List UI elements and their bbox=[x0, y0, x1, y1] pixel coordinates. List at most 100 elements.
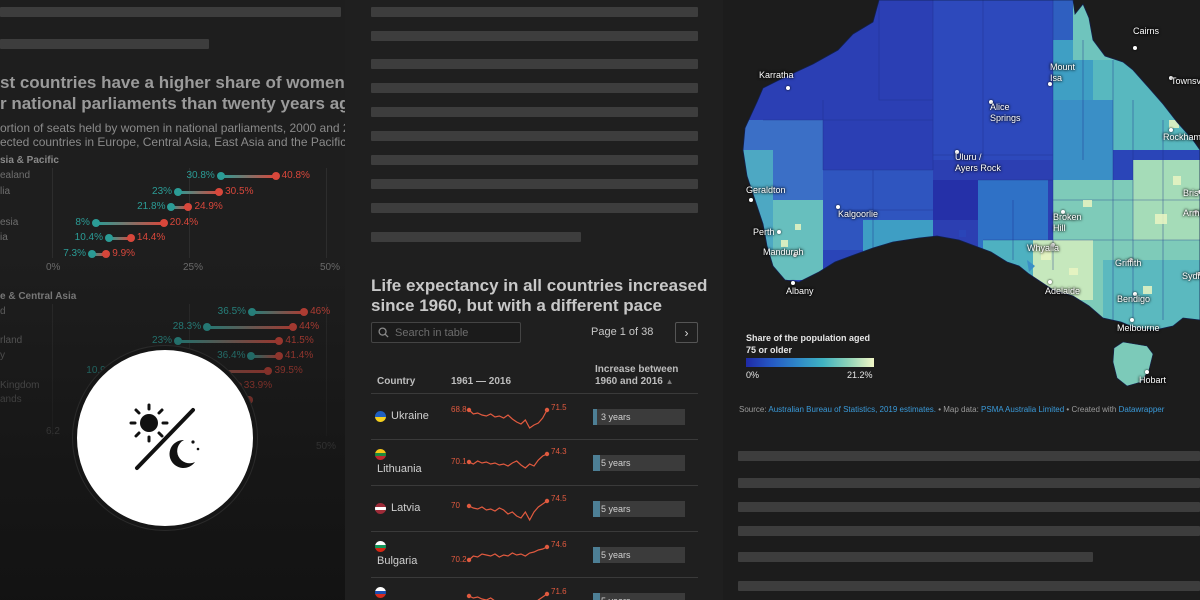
flag-stripe bbox=[375, 510, 386, 514]
country-name: Latvia bbox=[391, 502, 421, 514]
city-label: Uluru / Ayers Rock bbox=[955, 152, 1001, 173]
increase-value: 5 years bbox=[601, 550, 631, 560]
sparkline-end-dot bbox=[544, 591, 550, 597]
placeholder-text-line bbox=[738, 451, 1200, 461]
dot-2000 bbox=[216, 172, 225, 180]
dot-2020 bbox=[271, 172, 280, 180]
city-label: Rockhampton bbox=[1163, 132, 1200, 142]
dumbbell-bar bbox=[171, 206, 189, 209]
city-marker-icon bbox=[1133, 292, 1137, 296]
city-label: Geraldton bbox=[746, 185, 786, 195]
flag-stripe bbox=[375, 449, 386, 454]
city-label: Alice Springs bbox=[990, 102, 1021, 123]
table-row[interactable]: Ukraine 68.8 71.5 3 years bbox=[371, 394, 698, 440]
placeholder-text-line bbox=[371, 232, 581, 242]
city-marker-icon bbox=[793, 253, 797, 257]
placeholder-text-line bbox=[371, 59, 698, 69]
created-with-prefix: • Created with bbox=[1064, 405, 1119, 414]
datawrapper-link[interactable]: Datawrapper bbox=[1118, 405, 1165, 414]
city-label: Kalgoorlie bbox=[838, 209, 879, 219]
city-label: Mount Isa bbox=[1050, 62, 1076, 83]
row-divider bbox=[371, 485, 698, 486]
dark-mode-toggle-button[interactable] bbox=[73, 346, 257, 530]
chart-subtitle-line-1: ortion of seats held by women in nationa… bbox=[0, 121, 345, 135]
value-2000: 30.8% bbox=[186, 170, 215, 181]
city-marker-icon bbox=[1194, 210, 1198, 214]
city-marker-icon bbox=[836, 205, 840, 209]
value-2000: 23% bbox=[152, 185, 173, 197]
search-input[interactable] bbox=[395, 326, 515, 339]
city-marker-icon bbox=[1061, 210, 1065, 214]
column-header-increase-line-1: Increase between bbox=[595, 364, 679, 375]
increase-bar-fill bbox=[593, 409, 597, 425]
sparkline-end-dot bbox=[544, 544, 550, 550]
next-page-button[interactable]: › bbox=[675, 322, 698, 343]
chart-title-line-2: r national parliaments than twenty years… bbox=[0, 94, 345, 113]
value-2020: 24.9% bbox=[194, 201, 223, 212]
dumbbell-bar bbox=[95, 221, 164, 225]
sparkline-end-dot bbox=[544, 498, 550, 504]
value-2020: 20.4% bbox=[169, 216, 199, 228]
dot-2000 bbox=[91, 218, 100, 227]
increase-bar-track: 5 years bbox=[593, 455, 685, 471]
table-header-divider bbox=[371, 393, 698, 394]
flag-stripe bbox=[375, 506, 386, 511]
dumbbell-bar bbox=[220, 175, 276, 178]
sparkline-path bbox=[468, 500, 548, 522]
city-marker-icon bbox=[1169, 128, 1173, 132]
flag-stripe bbox=[375, 416, 386, 422]
sparkline-start-value: 70 bbox=[451, 501, 460, 510]
column-header-country[interactable]: Country bbox=[377, 376, 416, 387]
sparkline-path bbox=[468, 593, 548, 600]
placeholder-text-line bbox=[371, 7, 698, 17]
chevron-right-icon: › bbox=[684, 325, 689, 340]
city-marker-icon bbox=[786, 86, 790, 90]
country-name: Ukraine bbox=[391, 410, 429, 422]
dot-2020 bbox=[184, 203, 193, 211]
city-label: Hobart bbox=[1139, 375, 1167, 385]
column-header-increase-line-2: 1960 and 2016 ▲ bbox=[595, 376, 678, 388]
flag-stripe bbox=[375, 544, 386, 549]
flag-stripe bbox=[375, 503, 386, 508]
value-2020: 30.5% bbox=[225, 185, 254, 197]
sparkline-path bbox=[468, 409, 548, 429]
placeholder-text-line bbox=[371, 83, 698, 93]
gridline bbox=[52, 168, 53, 258]
city-label: Perth bbox=[753, 227, 775, 237]
country-flag-icon bbox=[375, 587, 386, 598]
country-flag-icon bbox=[375, 541, 386, 552]
life-expectancy-table-panel: Life expectancy in all countries increas… bbox=[345, 0, 723, 600]
dot-2020 bbox=[126, 234, 135, 242]
pagination-label: Page 1 of 38 bbox=[591, 326, 654, 338]
country-name: Bulgaria bbox=[377, 555, 418, 567]
sparkline-end-value: 74.5 bbox=[551, 494, 567, 503]
legend-title: Share of the population aged 75 or older bbox=[746, 332, 870, 356]
chart-title-line-1: st countries have a higher share of wome… bbox=[0, 73, 345, 92]
table-row[interactable]: Latvia 70 74.5 5 years bbox=[371, 486, 698, 532]
city-label: Bris bbox=[1183, 188, 1199, 198]
group-label: sia & Pacific bbox=[0, 155, 59, 166]
city-marker-icon bbox=[777, 230, 781, 234]
placeholder-text-line bbox=[371, 131, 698, 141]
city-label: Townsville bbox=[1171, 76, 1200, 86]
city-label: Armidal bbox=[1183, 208, 1200, 218]
source-prefix: Source: bbox=[739, 405, 769, 414]
column-header-increase[interactable]: Increase between 1960 and 2016 ▲ bbox=[595, 364, 678, 388]
source-link[interactable]: Australian Bureau of Statistics, 2019 es… bbox=[768, 405, 936, 414]
sparkline-start-value: 70.2 bbox=[451, 555, 467, 564]
increase-value: 3 years bbox=[601, 412, 631, 422]
sun-moon-slash-icon bbox=[129, 403, 200, 470]
dot-2000 bbox=[167, 203, 176, 211]
flag-stripe bbox=[375, 594, 386, 598]
column-header-range[interactable]: 1961 — 2016 bbox=[451, 376, 512, 387]
table-row[interactable]: Bulgaria 70.2 74.6 5 years bbox=[371, 532, 698, 578]
map-data-link[interactable]: PSMA Australia Limited bbox=[981, 405, 1065, 414]
placeholder-text-line bbox=[371, 179, 698, 189]
table-search-box[interactable] bbox=[371, 322, 521, 343]
table-row[interactable]: Lithuania 70.1 74.3 5 years bbox=[371, 440, 698, 486]
increase-bar-track: 5 years bbox=[593, 593, 685, 600]
city-label: Melbourne bbox=[1117, 323, 1160, 333]
table-row[interactable]: Russia71.65 years bbox=[371, 578, 698, 600]
gridline bbox=[326, 168, 327, 258]
placeholder-text-line bbox=[738, 581, 1200, 591]
